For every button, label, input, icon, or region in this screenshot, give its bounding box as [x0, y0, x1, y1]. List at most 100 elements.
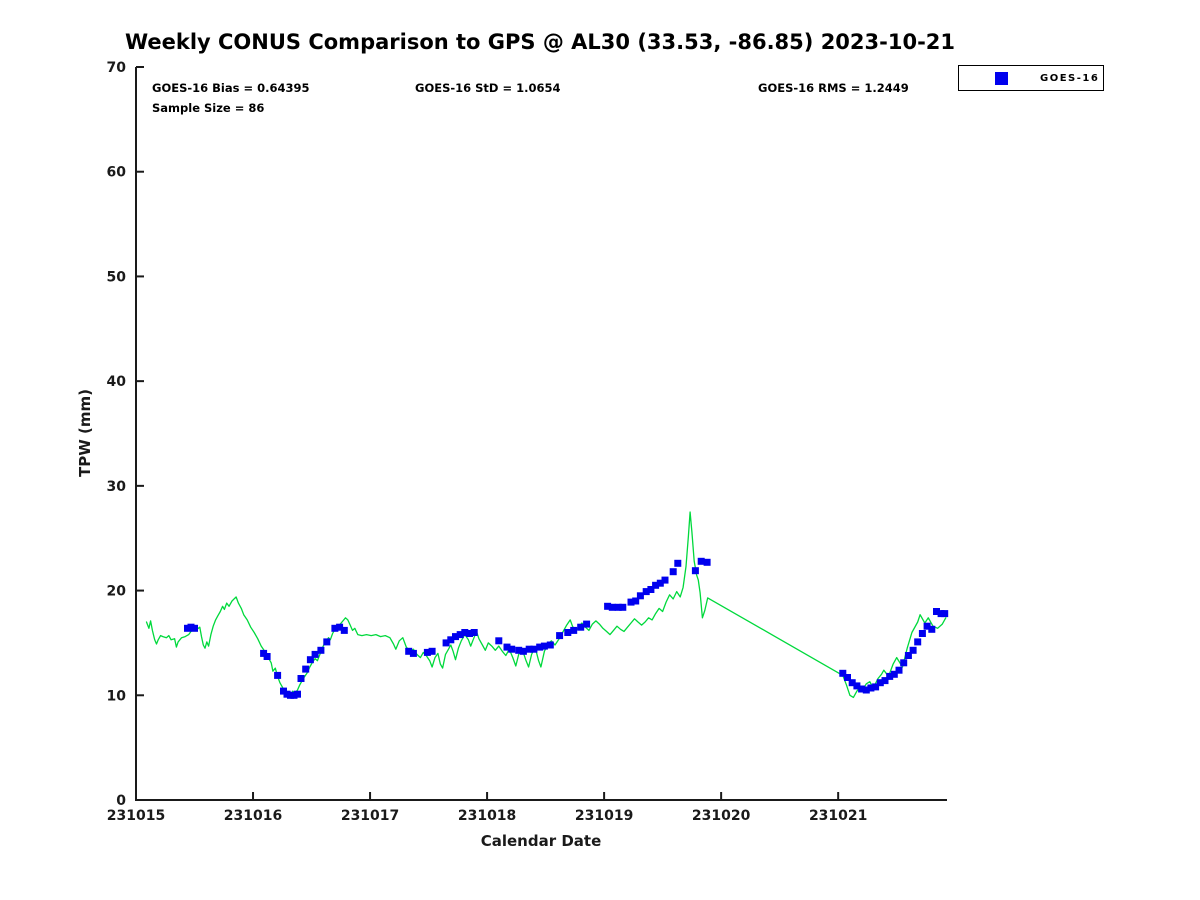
goes16-marker — [619, 603, 627, 611]
stat-sample-size: Sample Size = 86 — [152, 101, 265, 115]
goes16-marker — [876, 679, 884, 687]
goes16-marker — [428, 647, 436, 655]
goes16-marker — [570, 626, 578, 634]
goes16-marker — [191, 624, 198, 632]
goes16-marker — [306, 656, 314, 664]
goes16-marker — [872, 683, 880, 691]
x-tick-label: 231019 — [575, 808, 633, 824]
goes16-marker — [867, 684, 875, 692]
goes16-marker — [703, 558, 711, 566]
goes16-marker — [904, 652, 912, 659]
goes16-marker — [525, 645, 533, 653]
goes16-marker — [577, 623, 585, 631]
goes16-marker — [461, 629, 469, 636]
x-tick-label: 231017 — [341, 808, 399, 824]
stat-std: GOES-16 StD = 1.0654 — [415, 81, 561, 95]
x-tick-label: 231020 — [692, 808, 751, 824]
goes16-marker — [914, 638, 922, 646]
goes16-marker — [674, 559, 682, 567]
goes16-marker — [302, 665, 310, 673]
goes16-marker — [923, 622, 931, 630]
goes16-marker — [456, 631, 464, 639]
goes16-marker — [515, 646, 523, 654]
y-tick-label: 60 — [107, 165, 127, 181]
goes16-marker — [274, 671, 282, 679]
goes16-marker — [519, 647, 527, 655]
y-tick-label: 30 — [107, 479, 127, 495]
goes16-marker — [839, 669, 847, 677]
goes16-marker — [405, 647, 413, 655]
goes16-marker — [297, 675, 305, 682]
goes16-marker — [691, 567, 699, 575]
y-tick-label: 10 — [107, 688, 127, 704]
goes16-marker — [564, 629, 572, 636]
x-tick-label: 231015 — [107, 808, 165, 824]
goes16-marker — [503, 643, 511, 651]
stat-rms: GOES-16 RMS = 1.2449 — [758, 81, 909, 95]
goes16-marker — [937, 610, 945, 618]
goes16-marker — [858, 685, 866, 693]
goes16-marker — [323, 638, 331, 646]
goes16-marker — [546, 641, 554, 649]
goes16-marker — [530, 645, 538, 653]
goes16-marker — [317, 646, 325, 654]
y-tick-label: 0 — [116, 793, 126, 809]
goes16-marker — [311, 650, 319, 658]
goes16-marker — [881, 677, 889, 685]
goes16-marker — [263, 653, 271, 660]
goes16-marker — [447, 636, 455, 644]
goes16-marker — [508, 645, 516, 653]
y-tick-label: 20 — [107, 584, 127, 600]
y-tick-label: 50 — [107, 269, 127, 285]
goes16-marker — [656, 579, 664, 587]
goes16-marker — [540, 642, 548, 650]
goes16-marker — [918, 630, 926, 637]
goes16-marker — [583, 620, 591, 628]
chart-title: Weekly CONUS Comparison to GPS @ AL30 (3… — [124, 30, 956, 54]
goes16-marker — [536, 643, 544, 651]
goes16-marker — [556, 632, 564, 640]
goes16-marker — [452, 633, 459, 641]
goes16-marker — [340, 626, 348, 634]
goes16-marker — [933, 608, 940, 615]
goes16-marker — [844, 674, 851, 681]
goes16-marker — [608, 603, 616, 611]
legend-label: GOES-16 — [1040, 72, 1100, 84]
x-tick-label: 231018 — [458, 808, 516, 824]
goes16-marker — [941, 610, 949, 618]
goes16-legend-marker-icon — [995, 71, 1008, 85]
goes16-marker — [294, 690, 301, 698]
goes16-marker — [614, 603, 622, 611]
goes16-marker — [848, 679, 856, 687]
goes16-marker — [642, 588, 650, 596]
goes16-marker — [909, 646, 917, 654]
goes16-marker — [890, 670, 898, 678]
goes16-marker — [862, 686, 870, 694]
goes16-marker — [886, 672, 894, 680]
goes16-marker — [331, 624, 339, 632]
goes16-marker — [470, 629, 478, 636]
y-tick-label: 70 — [107, 60, 127, 76]
legend: GOES-16 — [958, 65, 1104, 91]
goes16-marker — [604, 602, 612, 610]
goes16-marker — [669, 568, 677, 576]
x-axis-label: Calendar Date — [480, 832, 602, 850]
goes16-marker — [697, 557, 705, 565]
goes16-marker — [636, 592, 644, 600]
x-tick-label: 231016 — [224, 808, 282, 824]
goes16-marker — [495, 637, 503, 645]
goes16-marker — [928, 625, 936, 633]
goes16-marker — [647, 586, 655, 593]
goes16-marker — [900, 659, 908, 667]
goes16-marker — [661, 576, 669, 584]
goes16-marker — [409, 649, 417, 657]
goes16-marker — [853, 682, 861, 690]
goes16-marker — [895, 666, 903, 674]
goes16-marker — [652, 581, 660, 589]
x-tick-label: 231021 — [809, 808, 867, 824]
goes16-marker — [442, 639, 450, 647]
gps-line — [145, 511, 947, 699]
goes16-marker — [627, 598, 635, 606]
